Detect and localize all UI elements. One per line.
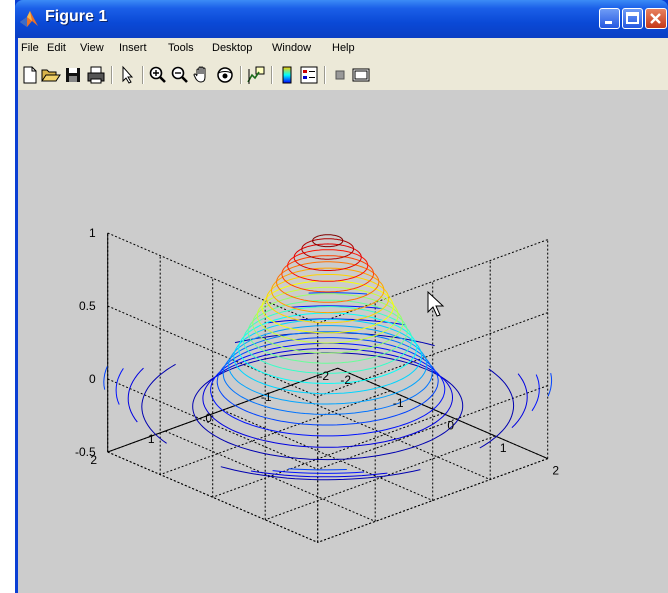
floor-grid-line xyxy=(222,409,433,501)
y-tick-label: 2 xyxy=(90,453,97,467)
wall-grid-line xyxy=(317,458,548,543)
contour-line xyxy=(281,255,374,293)
contour-line xyxy=(270,267,385,314)
menu-window[interactable]: Window xyxy=(272,42,312,54)
show-plot-tools-icon[interactable] xyxy=(350,64,372,86)
colorbar-icon[interactable] xyxy=(276,64,298,86)
wall-grid-line xyxy=(317,312,548,397)
contour-line xyxy=(228,325,428,405)
contour-line xyxy=(238,312,418,385)
toolbar-separator xyxy=(142,66,144,84)
z-tick-label: -0.5 xyxy=(75,445,96,459)
contour-line xyxy=(266,273,390,324)
contour-line xyxy=(256,286,399,344)
figure-canvas[interactable]: 1 0.5 0 -0.5 -2 -1 0 1 2 -2 -1 0 1 2 xyxy=(18,90,668,593)
contour-line xyxy=(141,332,515,481)
menu-tools[interactable]: Tools xyxy=(168,42,194,54)
save-icon[interactable] xyxy=(62,64,84,86)
zoom-out-icon[interactable] xyxy=(169,64,191,86)
x-axis-line xyxy=(337,367,548,460)
x-tick-label: 2 xyxy=(552,464,559,478)
axes[interactable]: 1 0.5 0 -0.5 -2 -1 0 1 2 -2 -1 0 1 2 xyxy=(18,90,668,593)
y-tick-label: 0 xyxy=(205,411,212,425)
select-arrow-icon[interactable] xyxy=(116,64,138,86)
menu-view[interactable]: View xyxy=(80,42,104,54)
z-tick-label: 0 xyxy=(89,372,96,386)
menu-file[interactable]: File xyxy=(21,42,39,54)
z-tick-label: 0.5 xyxy=(79,299,96,313)
rotate-3d-icon[interactable] xyxy=(214,64,236,86)
print-icon[interactable] xyxy=(85,64,107,86)
mouse-cursor-icon xyxy=(427,290,445,317)
maximize-icon xyxy=(626,12,639,24)
tick-labels: 1 0.5 0 -0.5 -2 -1 0 1 2 -2 -1 0 1 2 xyxy=(75,226,559,478)
y-tick-label: -1 xyxy=(261,390,272,404)
floor-grid-line xyxy=(160,390,391,476)
contour-line xyxy=(243,306,413,374)
wall-grid-line xyxy=(317,239,548,324)
contour-plot xyxy=(103,234,553,481)
x-tick-label: 0 xyxy=(447,418,454,432)
contour-line xyxy=(115,305,540,474)
open-file-icon[interactable] xyxy=(40,64,62,86)
contour-line xyxy=(127,318,528,478)
toolbar xyxy=(18,60,668,90)
contour-line xyxy=(222,331,433,415)
toolbar-separator xyxy=(271,66,273,84)
floor-grid-line xyxy=(212,412,443,498)
x-tick-label: 1 xyxy=(500,441,507,455)
contour-line xyxy=(216,337,439,426)
hide-plot-tools-icon[interactable] xyxy=(329,64,351,86)
wall-grid-line xyxy=(317,385,548,470)
y-tick-label: 1 xyxy=(148,432,155,446)
axes-grid xyxy=(107,232,549,543)
zoom-in-icon[interactable] xyxy=(147,64,169,86)
contour-line xyxy=(276,261,380,303)
contour-line xyxy=(210,342,446,437)
contour-line xyxy=(192,352,464,461)
contour-line xyxy=(103,292,553,471)
z-tick-label: 1 xyxy=(89,226,96,240)
contour-line xyxy=(247,299,408,364)
menu-desktop[interactable]: Desktop xyxy=(212,42,253,54)
contour-line xyxy=(312,234,344,248)
menu-bar: File Edit View Insert Tools Desktop Wind… xyxy=(18,38,668,60)
close-button[interactable] xyxy=(645,8,667,29)
toolbar-separator xyxy=(324,66,326,84)
legend-icon[interactable] xyxy=(298,64,320,86)
matlab-icon xyxy=(20,11,38,27)
figure-window: Figure 1 File Edit View Insert Tools Des… xyxy=(15,0,668,593)
menu-insert[interactable]: Insert xyxy=(119,42,147,54)
floor-grid-line xyxy=(265,435,496,521)
x-tick-label: -1 xyxy=(393,396,404,410)
menu-help[interactable]: Help xyxy=(332,42,355,54)
close-icon xyxy=(650,13,661,24)
wall-grid-line xyxy=(107,232,318,324)
contour-line xyxy=(293,243,362,271)
data-cursor-icon[interactable] xyxy=(245,64,267,86)
title-bar[interactable]: Figure 1 xyxy=(15,0,668,38)
minimize-icon xyxy=(605,21,612,24)
contour-line xyxy=(202,348,454,448)
toolbar-separator xyxy=(240,66,242,84)
y-tick-label: -2 xyxy=(318,369,329,383)
contour-line xyxy=(261,280,394,334)
minimize-button[interactable] xyxy=(599,8,620,29)
pan-icon[interactable] xyxy=(191,64,213,86)
contour-line xyxy=(301,238,355,260)
contour-line xyxy=(233,318,423,395)
contour-line xyxy=(252,293,404,354)
contour-line xyxy=(287,249,369,282)
toolbar-separator xyxy=(111,66,113,84)
new-figure-icon[interactable] xyxy=(19,64,41,86)
maximize-button[interactable] xyxy=(622,8,643,29)
window-title: Figure 1 xyxy=(45,8,108,25)
x-tick-label: -2 xyxy=(340,373,351,387)
menu-edit[interactable]: Edit xyxy=(47,42,66,54)
